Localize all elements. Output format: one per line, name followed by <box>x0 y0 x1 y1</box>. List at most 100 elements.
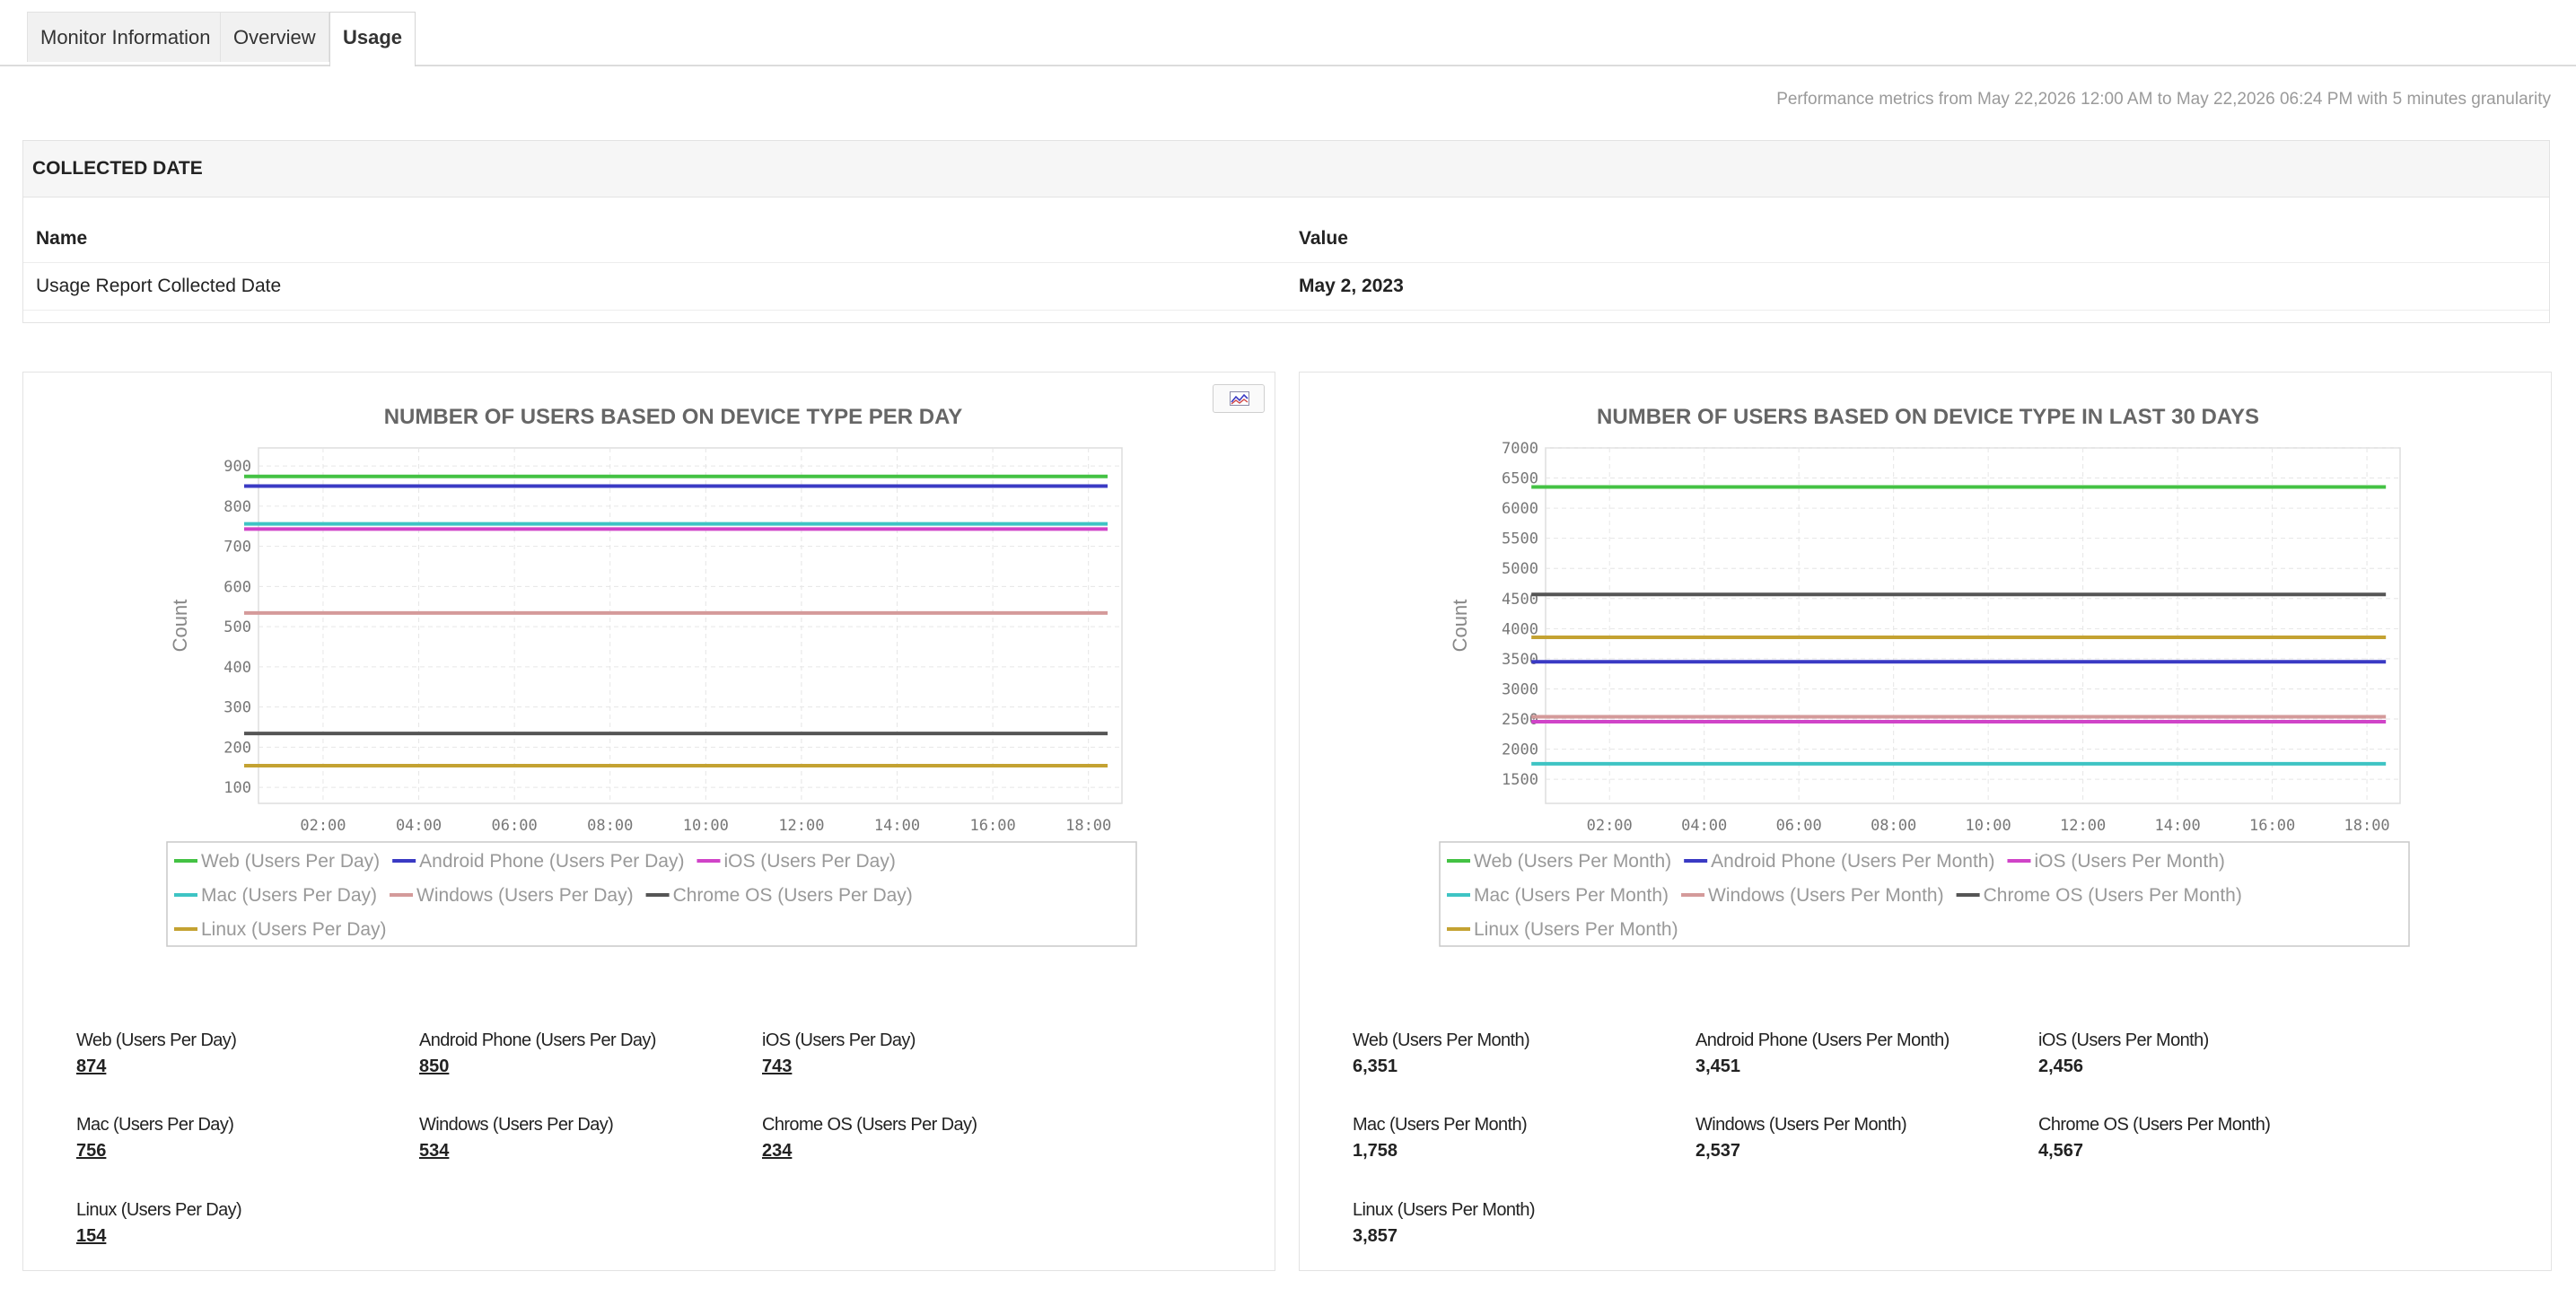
y-tick-label: 4000 <box>1502 620 1538 638</box>
stat-label: Chrome OS (Users Per Day) <box>762 1115 977 1135</box>
stat-label: Web (Users Per Day) <box>76 1030 237 1050</box>
plot-area <box>1545 447 2401 804</box>
x-tick-label: 18:00 <box>2344 817 2389 835</box>
tab-usage[interactable]: Usage <box>329 12 416 66</box>
stat-item: iOS (Users Per Day) 743 <box>762 1030 1103 1077</box>
y-tick-label: 6000 <box>1502 500 1538 518</box>
stat-item: Mac (Users Per Month) 1,758 <box>1353 1115 1694 1162</box>
y-axis-label: Count <box>169 600 191 653</box>
y-tick-label: 900 <box>223 458 251 476</box>
performance-metrics-text: Performance metrics from May 22,2026 12:… <box>1776 90 2551 109</box>
stat-item: Mac (Users Per Day) 756 <box>76 1115 417 1162</box>
stat-value: 3,451 <box>1695 1057 1741 1076</box>
chart-title: NUMBER OF USERS BASED ON DEVICE TYPE PER… <box>384 405 963 429</box>
column-value-header: Value <box>1299 228 1348 249</box>
stat-value[interactable]: 874 <box>76 1057 107 1076</box>
y-tick-label: 3000 <box>1502 680 1538 698</box>
stat-label: iOS (Users Per Day) <box>762 1030 916 1050</box>
x-tick-label: 06:00 <box>1776 817 1822 835</box>
stat-label: Linux (Users Per Month) <box>1353 1200 1536 1220</box>
y-tick-label: 100 <box>223 779 251 797</box>
y-tick-label: 200 <box>223 739 251 757</box>
chart-last-30-days: NUMBER OF USERS BASED ON DEVICE TYPE IN … <box>1439 405 2410 947</box>
x-tick-label: 10:00 <box>1966 817 2011 835</box>
legend-entry: Linux (Users Per Day) <box>201 919 387 940</box>
x-tick-label: 08:00 <box>587 817 633 835</box>
legend-entry: Web (Users Per Month) <box>1474 851 1671 872</box>
stat-value[interactable]: 234 <box>762 1141 793 1161</box>
stat-value[interactable]: 154 <box>76 1226 107 1246</box>
x-tick-label: 16:00 <box>970 817 1016 835</box>
stat-label: Android Phone (Users Per Day) <box>419 1030 656 1050</box>
stat-item: Linux (Users Per Day) 154 <box>76 1200 417 1247</box>
x-tick-label: 14:00 <box>2155 817 2201 835</box>
legend-entry: Android Phone (Users Per Month) <box>1711 851 1994 872</box>
line-chart-icon <box>1230 391 1249 406</box>
collected-date-value: May 2, 2023 <box>1299 276 1404 296</box>
stat-value: 2,537 <box>1695 1141 1741 1161</box>
stat-value: 6,351 <box>1353 1057 1398 1076</box>
y-tick-label: 3500 <box>1502 651 1538 669</box>
legend-entry: Windows (Users Per Day) <box>416 885 634 906</box>
x-tick-label: 02:00 <box>300 817 346 835</box>
legend-entry: Chrome OS (Users Per Month) <box>1984 885 2242 906</box>
stat-item: Android Phone (Users Per Day) 850 <box>419 1030 760 1077</box>
stat-label: Web (Users Per Month) <box>1353 1030 1530 1050</box>
stat-item: Chrome OS (Users Per Month) 4,567 <box>2038 1115 2379 1162</box>
x-tick-label: 04:00 <box>396 817 442 835</box>
stat-item: iOS (Users Per Month) 2,456 <box>2038 1030 2379 1077</box>
y-axis-label: Count <box>1449 600 1471 653</box>
stat-value: 4,567 <box>2038 1141 2084 1161</box>
collected-date-panel: COLLECTED DATE Name Value Usage Report C… <box>22 140 2550 323</box>
stat-label: Mac (Users Per Day) <box>76 1115 234 1135</box>
stat-item: Web (Users Per Month) 6,351 <box>1353 1030 1694 1077</box>
x-tick-label: 04:00 <box>1681 817 1727 835</box>
y-tick-label: 5500 <box>1502 531 1538 548</box>
legend-entry: Linux (Users Per Month) <box>1474 919 1678 940</box>
column-name-header: Name <box>36 228 88 249</box>
table-row: Usage Report Collected Date May 2, 2023 <box>23 263 2549 311</box>
collected-date-header: COLLECTED DATE <box>23 141 2549 197</box>
legend-entry: Web (Users Per Day) <box>201 851 380 872</box>
stat-value[interactable]: 534 <box>419 1141 450 1161</box>
chart-panel-per-day: NUMBER OF USERS BASED ON DEVICE TYPE PER… <box>22 372 1275 1271</box>
x-tick-label: 18:00 <box>1065 817 1111 835</box>
legend <box>1439 841 2410 947</box>
y-tick-label: 800 <box>223 498 251 516</box>
y-tick-label: 500 <box>223 618 251 636</box>
y-tick-label: 2000 <box>1502 741 1538 759</box>
stat-label: Windows (Users Per Day) <box>419 1115 614 1135</box>
stat-label: Chrome OS (Users Per Month) <box>2038 1115 2271 1135</box>
stat-label: iOS (Users Per Month) <box>2038 1030 2209 1050</box>
x-tick-label: 14:00 <box>874 817 920 835</box>
x-tick-label: 12:00 <box>2060 817 2106 835</box>
y-tick-label: 300 <box>223 699 251 717</box>
stat-item: Web (Users Per Day) 874 <box>76 1030 417 1077</box>
tab-overview[interactable]: Overview <box>220 12 329 62</box>
stat-item: Windows (Users Per Day) 534 <box>419 1115 760 1162</box>
chart-per-day: NUMBER OF USERS BASED ON DEVICE TYPE PER… <box>166 405 1137 947</box>
stat-value[interactable]: 850 <box>419 1057 450 1076</box>
stat-value[interactable]: 743 <box>762 1057 793 1076</box>
stat-label: Android Phone (Users Per Month) <box>1695 1030 1950 1050</box>
y-tick-label: 2500 <box>1502 711 1538 729</box>
stat-value: 1,758 <box>1353 1141 1398 1161</box>
chart-panel-last-30-days: NUMBER OF USERS BASED ON DEVICE TYPE IN … <box>1299 372 2552 1271</box>
legend-entry: iOS (Users Per Day) <box>723 851 895 872</box>
legend-entry: iOS (Users Per Month) <box>2034 851 2224 872</box>
stat-value: 2,456 <box>2038 1057 2084 1076</box>
legend-entry: Mac (Users Per Day) <box>201 885 377 906</box>
stat-value[interactable]: 756 <box>76 1141 107 1161</box>
stat-item: Linux (Users Per Month) 3,857 <box>1353 1200 1694 1247</box>
stat-label: Linux (Users Per Day) <box>76 1200 242 1220</box>
plot-area <box>258 447 1123 804</box>
chart-type-button[interactable] <box>1213 384 1265 413</box>
tab-monitor-information[interactable]: Monitor Information <box>27 12 224 62</box>
x-tick-label: 12:00 <box>778 817 824 835</box>
stat-item: Windows (Users Per Month) 2,537 <box>1695 1115 2037 1162</box>
chart-title: NUMBER OF USERS BASED ON DEVICE TYPE IN … <box>1597 405 2259 429</box>
legend-entry: Mac (Users Per Month) <box>1474 885 1669 906</box>
x-tick-label: 10:00 <box>683 817 729 835</box>
y-tick-label: 5000 <box>1502 560 1538 578</box>
y-tick-label: 1500 <box>1502 771 1538 789</box>
